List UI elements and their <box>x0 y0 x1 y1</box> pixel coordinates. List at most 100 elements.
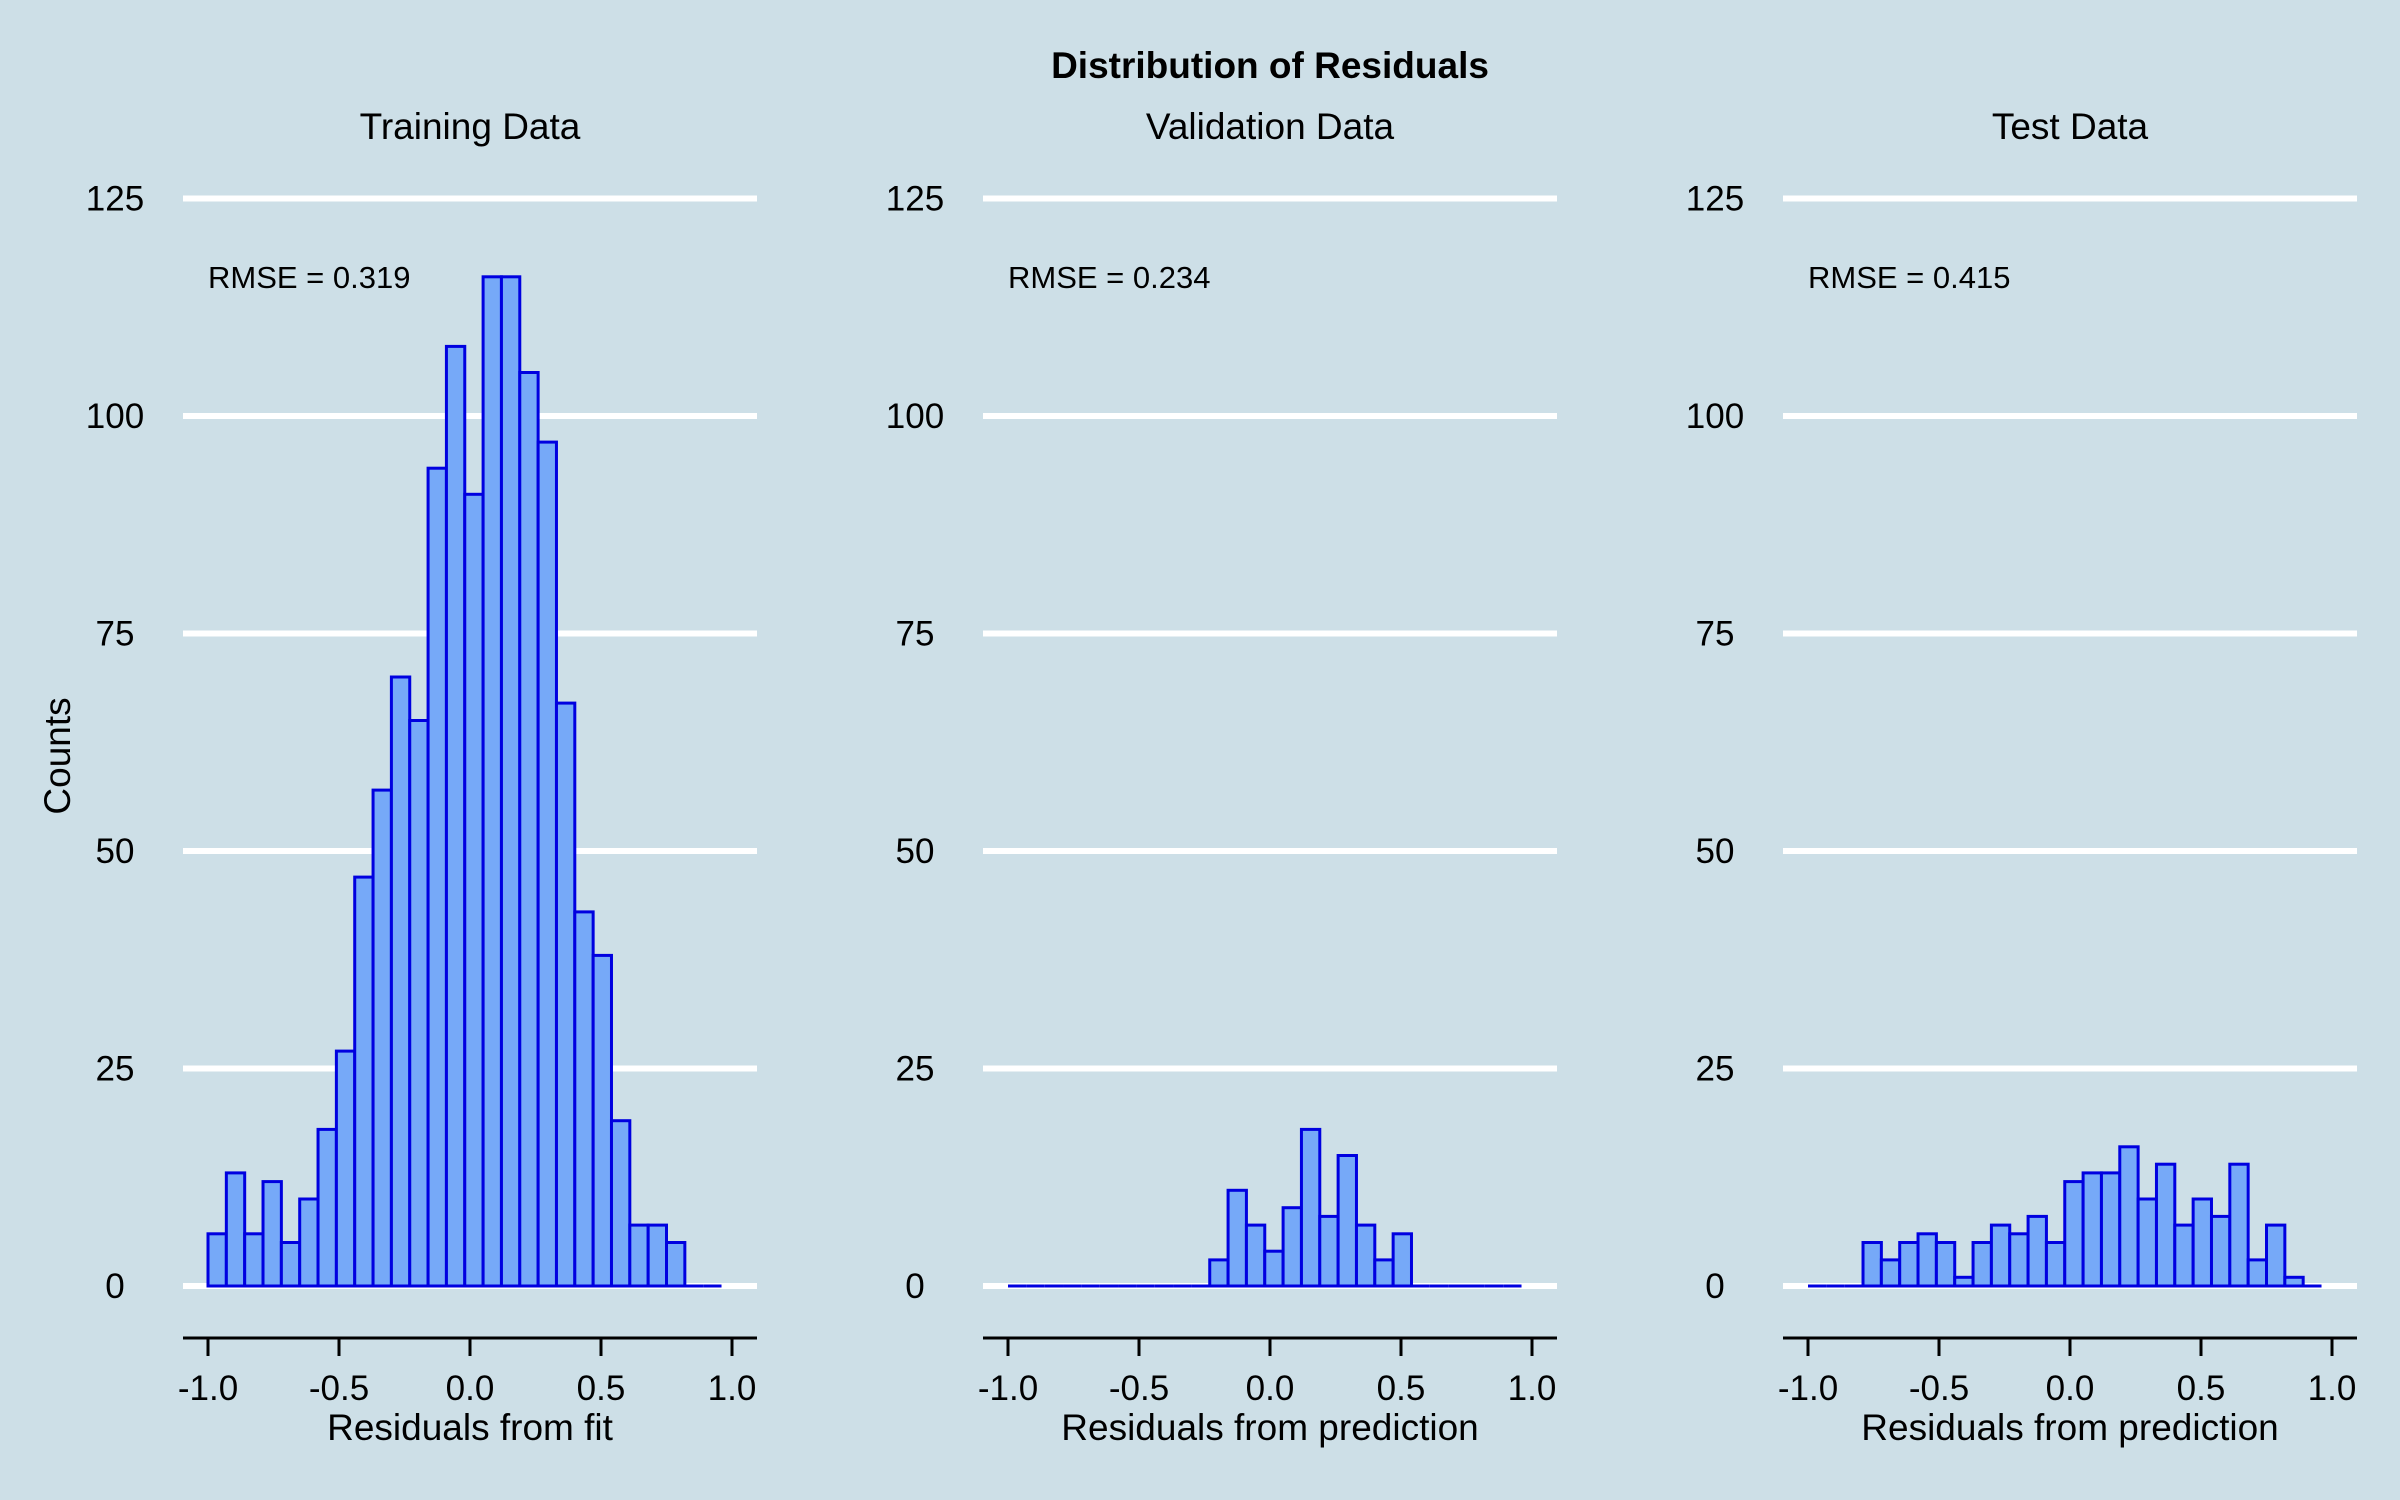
histogram-bar <box>1861 1241 1883 1288</box>
histogram-bar <box>298 1197 320 1288</box>
histogram-bar <box>1299 1127 1322 1288</box>
histogram-bar <box>518 371 540 1288</box>
x-tick-label: -0.5 <box>309 1369 369 1408</box>
panel-title: Test Data <box>1992 106 2149 147</box>
histogram-bar <box>243 1232 265 1288</box>
rmse-annotation: RMSE = 0.319 <box>208 260 410 295</box>
y-tick-label-50: 50 <box>896 832 935 871</box>
rmse-annotation: RMSE = 0.415 <box>1808 260 2010 295</box>
histogram-bar <box>2026 1214 2048 1288</box>
x-tick-label: -1.0 <box>1778 1369 1838 1408</box>
x-axis-title: Residuals from prediction <box>1861 1407 2278 1448</box>
panel-title: Validation Data <box>1146 106 1395 147</box>
panel-1: 0 25 50 75 100 125 -1.0 -0.5 0.0 0.5 1.0 Residuals … <box>86 106 757 1448</box>
x-tick-label: 1.0 <box>708 1369 757 1408</box>
histogram-bar <box>481 275 503 1288</box>
histogram-bar <box>2081 1171 2103 1288</box>
histogram-bar <box>1934 1241 1957 1288</box>
histogram-bar <box>408 719 430 1288</box>
histogram-bar <box>2265 1223 2287 1288</box>
x-tick-label: -1.0 <box>178 1369 238 1408</box>
x-tick-label: 1.0 <box>1508 1369 1557 1408</box>
y-tick-label-75: 75 <box>896 615 935 654</box>
histogram-bar <box>389 675 412 1288</box>
histogram-bar <box>2173 1223 2195 1288</box>
histogram-bar <box>1916 1232 1938 1288</box>
y-tick-label-75: 75 <box>96 615 135 654</box>
chart-title: Distribution of Residuals <box>1051 45 1489 86</box>
histogram-bar <box>1336 1154 1358 1288</box>
histogram-bar <box>646 1223 668 1288</box>
panel-title: Training Data <box>360 106 581 147</box>
histogram-bar <box>371 788 393 1288</box>
y-tick-label-75: 75 <box>1696 615 1735 654</box>
histogram-bar <box>2008 1232 2030 1288</box>
rmse-annotation: RMSE = 0.234 <box>1008 260 1210 295</box>
y-axis-title: Counts <box>37 697 78 814</box>
y-tick-label-50: 50 <box>1696 832 1735 871</box>
y-tick-label-125: 125 <box>86 180 144 219</box>
histogram-bar <box>591 953 613 1288</box>
histogram-bar <box>316 1127 338 1288</box>
histogram-bar <box>426 466 448 1288</box>
histogram-bar <box>2136 1197 2158 1288</box>
histogram-bar <box>2191 1197 2213 1288</box>
histogram-bar <box>1318 1214 1340 1288</box>
histogram-bar <box>609 1119 632 1288</box>
y-tick-label-25: 25 <box>1696 1050 1735 1089</box>
histogram-bar <box>2228 1162 2250 1288</box>
histogram-bar <box>1971 1241 1993 1288</box>
panel-2: 0 25 50 75 100 125 -1.0 -0.5 0.0 0.5 1.0 Residuals … <box>886 106 1557 1448</box>
histogram-bar <box>279 1241 302 1288</box>
x-tick-label: 0.0 <box>1246 1369 1295 1408</box>
histogram-bar <box>224 1171 247 1288</box>
y-tick-label-100: 100 <box>886 397 944 436</box>
histogram-bar <box>1898 1241 1920 1288</box>
histogram-bar <box>2283 1275 2305 1288</box>
histogram-bar <box>2118 1145 2140 1288</box>
histogram-bar <box>2246 1258 2268 1288</box>
y-tick-label-0: 0 <box>905 1267 924 1306</box>
histogram-bar <box>2063 1180 2085 1288</box>
x-tick-label: 0.5 <box>1377 1369 1426 1408</box>
histogram-bar <box>463 492 485 1288</box>
histogram-bar <box>628 1223 650 1288</box>
histogram-bar <box>1989 1223 2012 1288</box>
histogram-bar <box>2154 1162 2177 1288</box>
histogram-bar <box>1879 1258 1902 1288</box>
y-tick-label-100: 100 <box>86 397 144 436</box>
x-tick-label: -0.5 <box>1909 1369 1969 1408</box>
histogram-bar <box>573 910 595 1288</box>
histogram-bar <box>1281 1206 1303 1288</box>
histogram-bar <box>1373 1258 1395 1288</box>
histogram-bar <box>536 440 558 1288</box>
x-tick-label: 0.0 <box>446 1369 495 1408</box>
x-tick-label: 0.0 <box>2046 1369 2095 1408</box>
panel-3: 0 25 50 75 100 125 -1.0 -0.5 0.0 0.5 1.0 Residuals … <box>1686 106 2357 1448</box>
histogram-bar <box>1953 1275 1975 1288</box>
histogram-bar <box>353 875 375 1288</box>
histogram-bar <box>499 275 522 1288</box>
histogram-bar <box>334 1049 357 1288</box>
y-tick-label-50: 50 <box>96 832 135 871</box>
histogram-bar <box>2099 1171 2122 1288</box>
histogram-bar <box>665 1241 687 1288</box>
x-tick-label: -0.5 <box>1109 1369 1169 1408</box>
histogram-bar <box>1263 1249 1285 1288</box>
x-tick-label: -1.0 <box>978 1369 1038 1408</box>
histogram-bar <box>1354 1223 1377 1288</box>
y-tick-label-100: 100 <box>1686 397 1744 436</box>
histogram-bar <box>2209 1214 2232 1288</box>
histogram-bar <box>444 344 467 1288</box>
histogram-bar <box>1226 1188 1248 1288</box>
y-tick-label-125: 125 <box>1686 180 1744 219</box>
x-axis-title: Residuals from prediction <box>1061 1407 1478 1448</box>
x-axis-title: Residuals from fit <box>327 1407 614 1448</box>
x-tick-label: 0.5 <box>2177 1369 2226 1408</box>
histogram-bar <box>1208 1258 1230 1288</box>
histogram-bar <box>261 1180 283 1288</box>
histogram-bar <box>2044 1241 2067 1288</box>
y-tick-label-25: 25 <box>896 1050 935 1089</box>
y-tick-label-25: 25 <box>96 1050 135 1089</box>
